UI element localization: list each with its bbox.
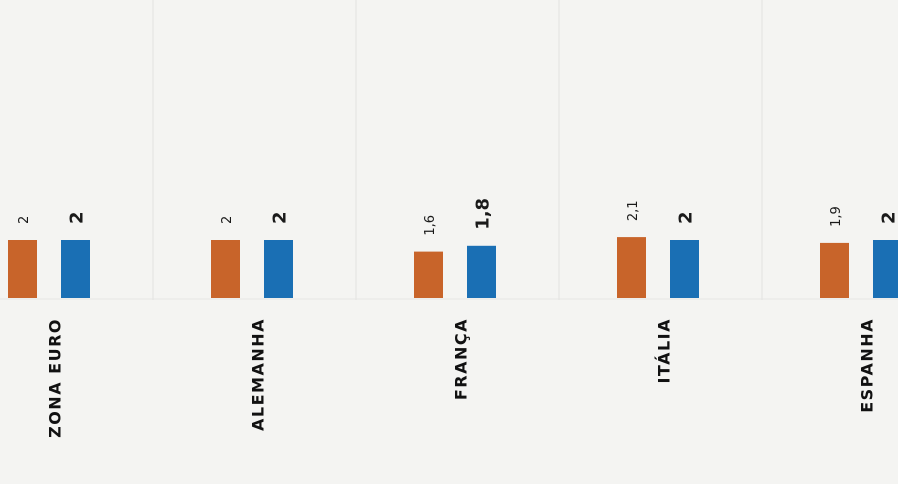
data-label: 2 [220,216,235,224]
bar [61,240,90,298]
bar [467,245,496,298]
data-label: 2,1 [626,200,641,221]
category-label: FRANÇA [452,318,471,400]
data-label: 2 [270,211,291,224]
category-label: ESPANHA [858,318,877,413]
category-label: ITÁLIA [655,318,674,384]
data-label: 1,9 [829,206,844,227]
data-label: 2 [17,216,32,224]
data-label: 2 [676,211,697,224]
bar [873,240,898,298]
category-label: ZONA EURO [46,318,65,438]
bar [414,251,443,298]
bar [670,240,699,298]
bar [211,240,240,298]
bar [8,240,37,298]
data-label: 2 [67,211,88,224]
data-label: 1,8 [473,198,494,230]
data-label: 1,6 [423,215,438,236]
category-label: ALEMANHA [249,318,268,431]
bar [264,240,293,298]
data-label: 2 [879,211,898,224]
bar [820,242,849,298]
bar [617,237,646,298]
